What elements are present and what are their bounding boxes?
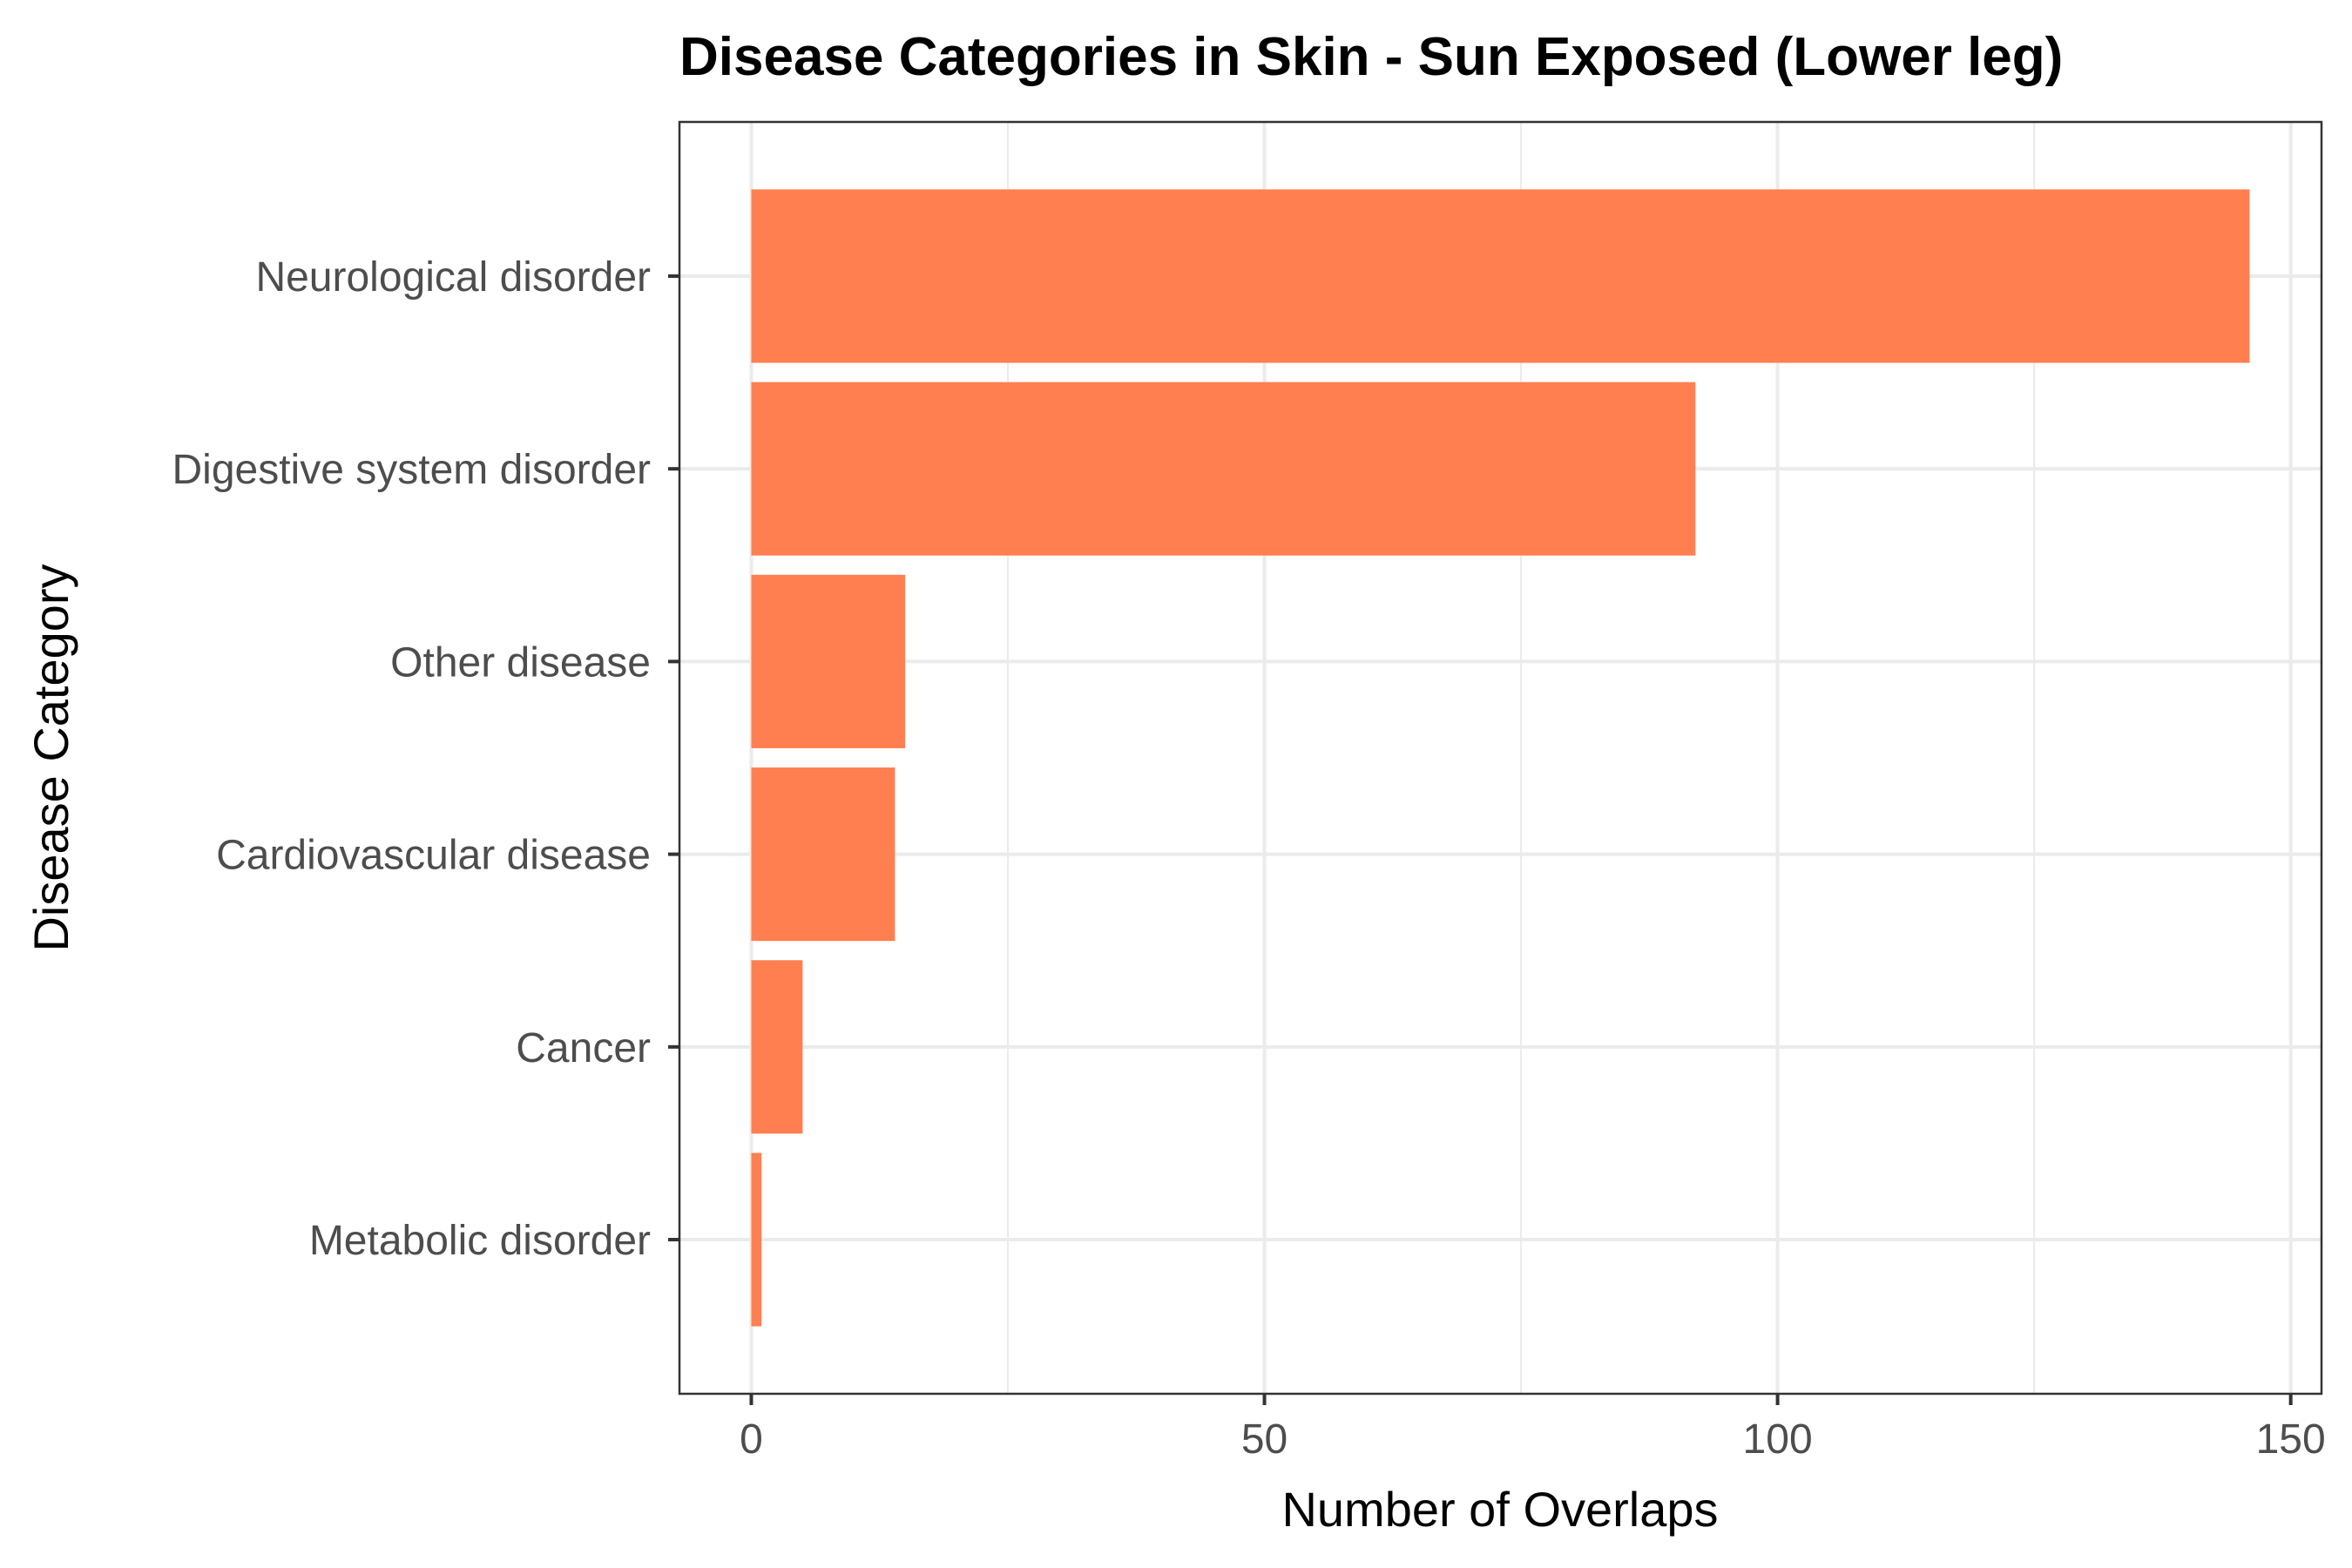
x-tick-label: 150 bbox=[2256, 1416, 2326, 1463]
x-tick-label: 0 bbox=[740, 1416, 763, 1463]
y-tick-label: Cancer bbox=[516, 1025, 651, 1071]
y-tick-label: Cardiovascular disease bbox=[216, 833, 651, 879]
bars bbox=[751, 189, 2250, 1327]
bar bbox=[751, 382, 1696, 556]
y-tick-label: Neurological disorder bbox=[255, 254, 651, 301]
x-tick-label: 50 bbox=[1241, 1416, 1288, 1463]
x-axis-title: Number of Overlaps bbox=[1281, 1482, 1718, 1537]
bar bbox=[751, 574, 906, 748]
y-tick-label: Other disease bbox=[390, 639, 651, 686]
panel-border bbox=[678, 120, 2323, 1396]
chart-title: Disease Categories in Skin - Sun Exposed… bbox=[679, 27, 2063, 87]
x-tick-label: 100 bbox=[1743, 1416, 1813, 1463]
y-axis-title: Disease Category bbox=[24, 564, 78, 951]
bar bbox=[751, 960, 803, 1134]
bar bbox=[751, 767, 896, 942]
bar bbox=[751, 189, 2250, 363]
axis-ticks: Neurological disorder Digestive system di… bbox=[172, 254, 2325, 1463]
bar bbox=[751, 1152, 762, 1327]
y-tick-label: Digestive system disorder bbox=[172, 447, 651, 493]
y-tick-label: Metabolic disorder bbox=[309, 1218, 651, 1264]
